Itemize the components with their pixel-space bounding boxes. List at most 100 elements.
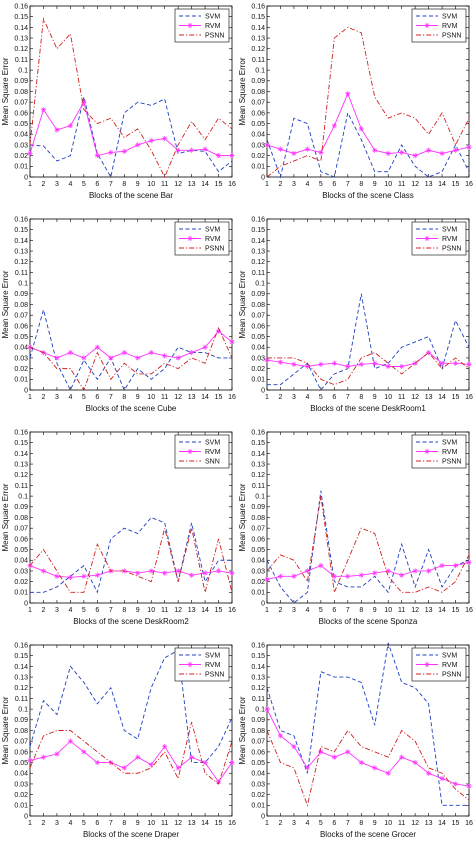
data-point-rvm [358,572,364,578]
chart-panel-class: 0 0.01 0.02 0.03 0.04 0.05 0.06 0.07 0.08 0.09 0.1… [237,0,474,213]
data-point-rvm [148,138,154,144]
marker-stroke [95,345,100,350]
x-tick-label: 11 [161,607,168,614]
x-tick-label: 6 [95,820,99,827]
marker-stroke [386,151,391,156]
marker-stroke [318,362,323,367]
y-tick-label: 0.01 [14,377,28,384]
series-line-svm [29,308,232,392]
marker-stroke [318,749,323,754]
data-point-rvm [27,757,33,764]
series-line-rvm [29,740,233,783]
data-point-rvm [372,147,378,153]
y-tick-label: 0.11 [15,696,28,703]
data-point-rvm [229,153,235,159]
data-point-rvm [94,344,100,350]
x-tick-label: 6 [332,394,336,401]
chart-svg: 0 0.01 0.02 0.03 0.04 0.05 0.06 0.07 0.08 0.09 0.1… [238,642,473,839]
y-tick-label: 0.03 [251,355,265,362]
marker-stroke [81,100,86,105]
y-tick-label: 0.14 [14,238,28,245]
marker-stroke [278,360,283,365]
x-tick-label: 6 [332,607,336,614]
chart-panel-bar: 0 0.01 0.02 0.03 0.04 0.05 0.06 0.07 0.08 0.09 0.1… [0,0,237,213]
data-point-rvm [277,733,284,739]
x-tick-label: 11 [398,394,405,401]
x-tick-label: 13 [188,181,196,188]
legend-marker-rvm [424,22,430,29]
y-tick-label: 0.03 [251,142,265,149]
y-tick-label: 0.08 [251,515,265,522]
y-tick-label: 0.04 [251,771,265,778]
marker-stroke [466,145,472,150]
legend-marker-rvm [424,448,430,455]
series-line-psnn [266,26,470,178]
y-tick-label: 0.14 [251,664,265,671]
series-line-psnn [29,721,233,785]
marker-stroke [81,749,86,754]
marker-stroke [54,127,60,133]
marker-stroke [149,568,154,574]
x-tick-label: 10 [384,181,392,188]
marker-stroke [426,771,431,776]
x-tick-label: 15 [452,394,460,401]
legend-label-svm: SVM [442,440,457,447]
y-tick-label: 0.04 [14,771,28,778]
y-tick-label: 0.13 [14,35,28,42]
y-tick-label: 0.09 [14,78,28,85]
marker-stroke [187,23,193,28]
y-tick-label: 0.06 [14,110,28,117]
data-point-rvm [452,562,459,569]
legend-label-svm: SVM [442,227,457,234]
data-point-rvm [439,150,445,157]
marker-stroke [466,560,472,565]
data-point-rvm [372,570,378,576]
y-axis-label: Mean Square Error [1,483,10,551]
marker-stroke [108,150,113,155]
data-point-rvm [135,355,141,361]
marker-stroke [439,151,445,156]
y-tick-label: 0 [261,387,265,394]
y-tick-label: 0.15 [251,227,265,234]
x-tick-label: 5 [82,607,86,614]
x-tick-label: 13 [425,394,433,401]
marker-stroke [149,762,154,767]
marker-stroke [176,355,181,361]
y-tick-label: 0.13 [14,461,28,468]
y-tick-label: 0.05 [251,760,265,767]
y-tick-label: 0.09 [251,717,265,724]
y-tick-label: 0.04 [14,558,28,565]
marker-stroke [413,568,418,574]
x-tick-label: 15 [452,820,460,827]
y-tick-label: 0.06 [14,749,28,756]
x-tick-label: 1 [28,394,32,401]
legend: SVM RVM PSNN [411,647,467,682]
x-axis-label: Blocks of the scene Draper [83,830,179,839]
y-tick-label: 0.05 [251,334,265,341]
y-tick-label: 0.12 [251,472,265,479]
data-point-rvm [385,363,391,370]
x-tick-label: 4 [305,394,309,401]
data-point-rvm [54,751,60,757]
x-tick-label: 5 [82,181,86,188]
x-tick-label: 4 [68,181,72,188]
y-tick-label: 0.07 [251,313,265,320]
legend-label-rvm: RVM [442,236,458,243]
legend-box [174,434,230,469]
marker-stroke [41,107,46,112]
marker-stroke [264,358,270,363]
y-tick-label: 0 [261,600,265,607]
y-tick-label: 0.12 [14,46,28,53]
marker-stroke [264,707,270,712]
marker-stroke [187,662,193,667]
data-point-rvm [358,126,364,132]
x-tick-label: 2 [42,820,46,827]
marker-stroke [453,563,458,568]
data-point-rvm [40,107,47,113]
series-line-psnn [267,351,470,386]
series-line-svm [30,516,232,594]
y-tick-label: 0.16 [251,3,265,10]
y-tick-label: 0.05 [14,334,28,341]
chart-svg: 0 0.01 0.02 0.03 0.04 0.05 0.06 0.07 0.08 0.09 0.1… [1,216,236,413]
y-tick-label: 0.11 [252,270,265,277]
